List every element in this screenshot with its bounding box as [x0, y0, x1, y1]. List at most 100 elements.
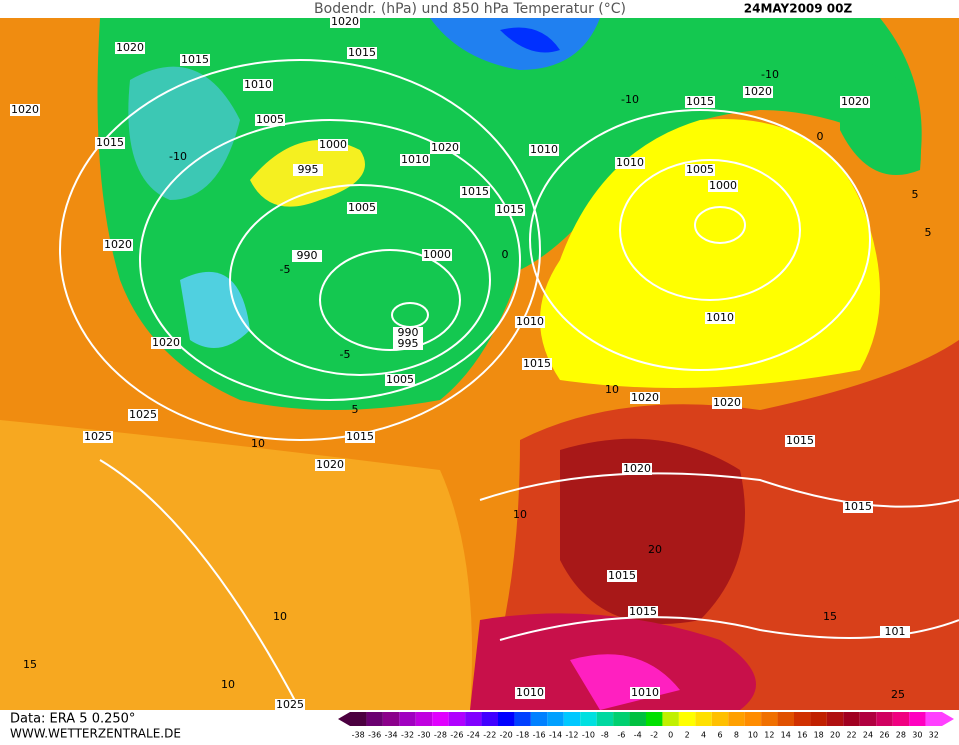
- isobar-label: 1005: [256, 113, 284, 126]
- colorbar-tick-label: -28: [434, 731, 447, 740]
- colorbar-tick-label: 18: [814, 731, 824, 740]
- isobar-label: 1010: [401, 153, 429, 166]
- colorbar-tick-label: -2: [650, 731, 658, 740]
- isobar-label: 1000: [423, 248, 451, 261]
- isobar-label: 1020: [316, 458, 344, 471]
- isotherm-label: 10: [251, 437, 265, 450]
- isotherm-label: 5: [912, 188, 919, 201]
- isobar-label: 101: [885, 625, 906, 638]
- isobar-label-bg: [785, 435, 815, 447]
- colorbar-box: [481, 712, 498, 726]
- colorbar-box: [382, 712, 400, 726]
- map-field: [0, 18, 959, 710]
- colorbar-tick-label: 8: [734, 731, 739, 740]
- isobar-label-bg: [630, 687, 660, 699]
- isobar-label-bg: [393, 327, 423, 339]
- isobar-label: 990: [398, 326, 419, 339]
- isobar-label: 1015: [786, 434, 814, 447]
- colorbar-box: [728, 712, 745, 726]
- colorbar-tick-label: -18: [516, 731, 529, 740]
- isobar-label: 995: [398, 337, 419, 350]
- isobar-label-bg: [685, 164, 715, 176]
- isobar-label: 1025: [129, 408, 157, 421]
- isobar-label-bg: [843, 501, 873, 513]
- isobar-label-bg: [315, 459, 345, 471]
- colorbar-tick-label: 4: [701, 731, 706, 740]
- colorbar-box: [909, 712, 926, 726]
- colorbar-box: [415, 712, 433, 726]
- isobar-label: 1015: [496, 203, 524, 216]
- colorbar-box: [432, 712, 449, 726]
- isotherm-label: 15: [823, 610, 837, 623]
- isobar-label-bg: [529, 144, 559, 156]
- isobar-label: 1000: [709, 179, 737, 192]
- isobar-label: 1020: [104, 238, 132, 251]
- isotherm-label: 0: [817, 130, 824, 143]
- colorbar-box: [859, 712, 877, 726]
- colorbar-box: [498, 712, 515, 726]
- run-time: 24MAY2009 00Z: [744, 2, 853, 16]
- isobar-label-bg: [840, 96, 870, 108]
- isotherm-label: 0: [502, 248, 509, 261]
- isobar-label-bg: [151, 337, 181, 349]
- isobar-label: 1015: [523, 357, 551, 370]
- isotherm-label: 10: [605, 383, 619, 396]
- colorbar-box: [530, 712, 548, 726]
- colorbar-tick-label: 6: [717, 731, 722, 740]
- isobar-label-bg: [422, 249, 452, 261]
- colorbar-tick-label: -20: [500, 731, 513, 740]
- isobar-label-bg: [515, 316, 545, 328]
- isobar-label: 1020: [744, 85, 772, 98]
- colorbar-tick-label: -26: [450, 731, 463, 740]
- colorbar-box: [662, 712, 679, 726]
- isobar-label-bg: [400, 154, 430, 166]
- isotherm-label: -10: [169, 150, 187, 163]
- colorbar-box: [613, 712, 630, 726]
- colorbar: -38 -36 -34 -32 -30 -28 -26 -24 -22 -20 -18 -16 -14-…: [338, 712, 954, 740]
- isobar-label: 1025: [84, 430, 112, 443]
- isobar-label: 1010: [706, 311, 734, 324]
- isobar-label: 1010: [631, 686, 659, 699]
- colorbar-box: [629, 712, 646, 726]
- website: WWW.WETTERZENTRALE.DE: [10, 727, 181, 741]
- isobar-label-bg: [255, 114, 285, 126]
- isobar-label-bg: [430, 142, 460, 154]
- colorbar-tick-label: 2: [685, 731, 690, 740]
- header-band: [0, 0, 959, 18]
- colorbar-box: [925, 712, 942, 726]
- isobar-label-bg: [292, 250, 322, 262]
- colorbar-tick-label: -4: [634, 731, 642, 740]
- isobar-label: 1015: [461, 185, 489, 198]
- colorbar-tick-label: 0: [668, 731, 673, 740]
- colorbar-tick-label: -12: [565, 731, 578, 740]
- colorbar-box: [794, 712, 811, 726]
- isobar-label: 1020: [116, 41, 144, 54]
- colorbar-tick-label: 16: [797, 731, 807, 740]
- isobar-label-bg: [708, 180, 738, 192]
- colorbar-tick-label: -36: [368, 731, 381, 740]
- isobar-label-bg: [330, 16, 360, 28]
- isobar-label-bg: [607, 570, 637, 582]
- isobar-label: 1015: [629, 605, 657, 618]
- isobar-label: 1020: [623, 462, 651, 475]
- isobar-label-bg: [10, 104, 40, 116]
- isobar-label-bg: [522, 358, 552, 370]
- isotherm-label: -10: [621, 93, 639, 106]
- colorbar-arrow-right: [942, 712, 954, 726]
- colorbar-arrow-left: [338, 712, 350, 726]
- colorbar-tick-label: -8: [601, 731, 609, 740]
- isobar-label: 1015: [96, 136, 124, 149]
- isobar-label: 1010: [516, 686, 544, 699]
- colorbar-box: [892, 712, 910, 726]
- isobar-label-bg: [385, 374, 415, 386]
- colorbar-tick-label: -30: [417, 731, 430, 740]
- colorbar-tick-label: 30: [912, 731, 922, 740]
- colorbar-box: [366, 712, 383, 726]
- isotherm-label: 10: [273, 610, 287, 623]
- isobar-label: 1020: [331, 15, 359, 28]
- isobar-label-bg: [347, 47, 377, 59]
- isobar-label-bg: [495, 204, 525, 216]
- isobar-label: 990: [297, 249, 318, 262]
